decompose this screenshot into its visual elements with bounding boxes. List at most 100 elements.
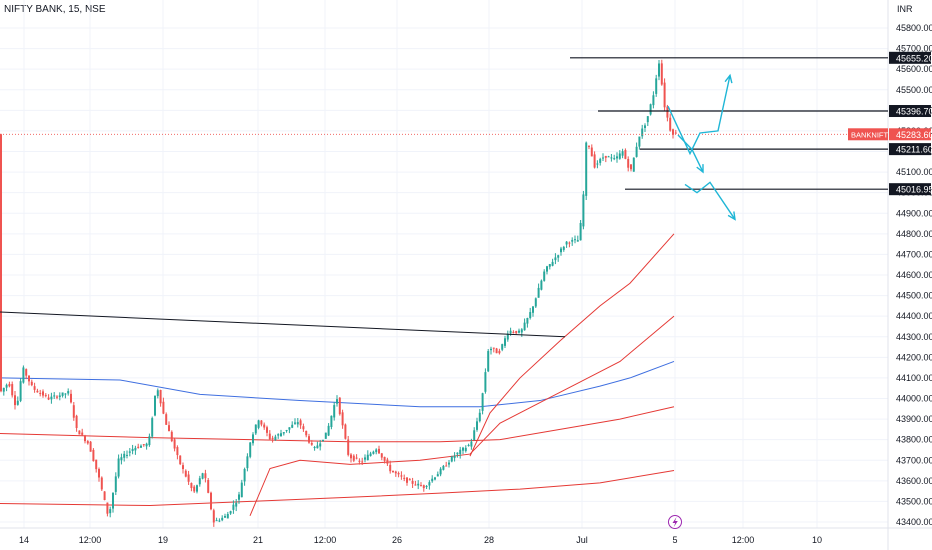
candle-down bbox=[84, 436, 86, 442]
candle-up bbox=[478, 412, 481, 422]
candle-down bbox=[305, 430, 308, 436]
candle-up bbox=[324, 432, 327, 439]
candle-down bbox=[630, 164, 632, 170]
ma-red-line bbox=[249, 315, 675, 517]
candle-up bbox=[425, 485, 428, 487]
x-tick-label: 21 bbox=[253, 535, 263, 545]
x-tick-label: 14 bbox=[19, 535, 29, 545]
candle-up bbox=[109, 509, 112, 514]
candle-down bbox=[352, 455, 355, 461]
candle-up bbox=[652, 95, 655, 106]
candle-up bbox=[140, 445, 142, 448]
candle-down bbox=[378, 448, 380, 454]
projection-path bbox=[667, 75, 731, 156]
x-tick-label: Jul bbox=[576, 535, 588, 545]
y-tick-label: 45700.00 bbox=[896, 44, 932, 54]
candle-down bbox=[445, 465, 448, 467]
candle-down bbox=[95, 459, 98, 470]
y-tick-label: 44000.00 bbox=[896, 394, 932, 404]
candle-down bbox=[660, 63, 663, 85]
candle-down bbox=[142, 444, 145, 446]
candle-up bbox=[481, 393, 484, 411]
ma-red-line bbox=[469, 233, 675, 457]
candle-up bbox=[134, 447, 137, 451]
candle-up bbox=[16, 400, 19, 405]
candle-down bbox=[420, 485, 422, 487]
candle-up bbox=[431, 478, 434, 482]
candle-up bbox=[246, 456, 249, 469]
candle-down bbox=[86, 441, 89, 444]
candle-down bbox=[568, 242, 571, 244]
candle-up bbox=[548, 264, 551, 267]
candle-up bbox=[462, 447, 464, 451]
candle-down bbox=[590, 147, 593, 157]
candle-down bbox=[42, 391, 44, 396]
y-tick-label: 44100.00 bbox=[896, 373, 932, 383]
candle-down bbox=[103, 491, 106, 501]
candle-up bbox=[607, 156, 610, 158]
symbol-badge bbox=[848, 128, 888, 141]
candle-up bbox=[123, 453, 126, 458]
candle-up bbox=[632, 157, 635, 172]
candle-up bbox=[571, 239, 574, 242]
candle-down bbox=[400, 475, 403, 477]
candle-down bbox=[355, 457, 358, 459]
candle-up bbox=[126, 454, 128, 456]
candle-down bbox=[588, 145, 590, 147]
candle-up bbox=[529, 312, 532, 318]
level-price-label: 45655.20 bbox=[896, 53, 932, 63]
candle-down bbox=[98, 468, 100, 478]
projection-arrowhead bbox=[696, 164, 704, 174]
candle-up bbox=[196, 485, 198, 492]
last-price-box bbox=[889, 128, 931, 141]
candle-up bbox=[243, 468, 246, 482]
candle-up bbox=[464, 447, 467, 452]
candle-up bbox=[599, 158, 602, 163]
candle-up bbox=[448, 462, 450, 465]
candle-down bbox=[33, 386, 36, 390]
y-tick-label: 43600.00 bbox=[896, 476, 932, 486]
candle-up bbox=[50, 396, 53, 400]
candle-up bbox=[534, 298, 537, 307]
candle-up bbox=[22, 367, 25, 383]
candle-up bbox=[546, 266, 548, 272]
candle-down bbox=[159, 389, 162, 404]
candle-down bbox=[78, 430, 81, 435]
candle-up bbox=[618, 153, 621, 159]
chart-title: NIFTY BANK, 15, NSE bbox=[4, 4, 106, 15]
candle-up bbox=[218, 520, 221, 522]
candle-up bbox=[487, 351, 490, 372]
candle-up bbox=[509, 330, 512, 334]
candle-up bbox=[288, 427, 291, 430]
candle-up bbox=[285, 430, 288, 432]
candle-down bbox=[92, 449, 95, 462]
candle-down bbox=[495, 348, 498, 354]
candle-down bbox=[137, 446, 140, 448]
candle-up bbox=[579, 222, 582, 241]
candle-down bbox=[408, 479, 411, 481]
candle-up bbox=[582, 194, 585, 227]
x-tick-label: 12:00 bbox=[314, 535, 337, 545]
candle-up bbox=[330, 415, 333, 427]
candle-down bbox=[308, 436, 310, 443]
candle-down bbox=[75, 415, 78, 429]
candle-up bbox=[232, 504, 235, 510]
y-tick-label: 44500.00 bbox=[896, 291, 932, 301]
candle-up bbox=[120, 457, 123, 461]
candle-up bbox=[613, 158, 616, 160]
currency-label: INR bbox=[897, 4, 913, 14]
candle-down bbox=[361, 461, 364, 463]
candle-up bbox=[565, 241, 568, 245]
y-tick-label: 44200.00 bbox=[896, 352, 932, 362]
candle-up bbox=[540, 280, 543, 290]
moving-averages bbox=[0, 233, 675, 517]
y-tick-label: 45800.00 bbox=[896, 23, 932, 33]
candle-down bbox=[271, 437, 274, 439]
candle-up bbox=[148, 436, 151, 446]
candle-up bbox=[117, 458, 120, 477]
candle-down bbox=[25, 369, 28, 376]
candle-up bbox=[476, 421, 478, 430]
candle-up bbox=[576, 240, 579, 242]
candle-up bbox=[655, 78, 658, 94]
